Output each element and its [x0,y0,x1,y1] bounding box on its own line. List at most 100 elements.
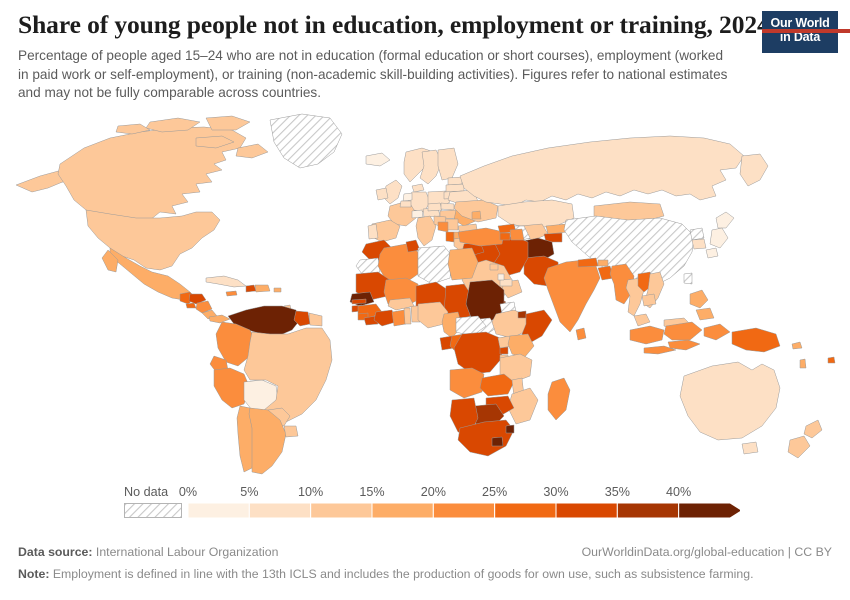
country-netherlands[interactable] [402,192,413,202]
legend-bin[interactable] [371,503,434,518]
country-australia[interactable] [679,361,781,441]
country-ghana[interactable] [391,309,407,327]
legend-bin[interactable] [555,503,618,518]
country-madagascar[interactable] [547,377,571,421]
world-map[interactable] [0,108,850,478]
country-malaysia[interactable] [633,313,651,327]
country-qatar[interactable] [497,273,505,281]
country-italy[interactable] [415,215,437,247]
country-indonesia[interactable] [663,321,703,341]
country-estonia[interactable] [447,176,463,186]
country-democratic-republic-of-congo[interactable] [453,331,503,375]
country-portugal[interactable] [367,223,379,240]
country-australia[interactable] [741,441,759,455]
legend-bin[interactable] [248,503,312,518]
country-finland[interactable] [437,147,459,181]
country-dominican-republic[interactable] [254,284,271,293]
country-denmark[interactable] [411,183,425,193]
country-switzerland[interactable] [411,209,424,219]
country-cambodia[interactable] [641,293,657,307]
source-url[interactable]: OurWorldinData.org/global-education | CC… [581,545,832,559]
country-philippines[interactable] [689,289,709,309]
country-indonesia[interactable] [667,339,701,351]
legend-no-data-swatch[interactable] [124,503,182,518]
country-cuba[interactable] [205,275,247,288]
country-china[interactable] [563,215,695,287]
country-gambia[interactable] [351,298,367,305]
legend-bin[interactable] [188,503,250,518]
country-sri-lanka[interactable] [575,327,587,341]
country-armenia[interactable] [499,232,511,241]
country-kuwait[interactable] [489,263,499,271]
country-japan[interactable] [705,247,719,259]
legend-bin[interactable] [678,503,740,518]
country-philippines[interactable] [695,307,715,321]
country-somalia[interactable] [521,309,553,345]
our-world-in-data-logo[interactable]: Our World in Data [762,11,850,53]
country-greenland[interactable] [269,113,343,169]
country-bosnia-and-herzegovina[interactable] [437,221,449,233]
country-russia[interactable] [459,135,745,207]
country-colombia[interactable] [215,321,257,367]
country-eswatini[interactable] [505,424,515,434]
country-togo[interactable] [403,307,412,325]
country-peru[interactable] [213,367,251,409]
country-fiji[interactable] [827,356,836,364]
country-japan[interactable] [709,227,729,249]
country-papua-new-guinea[interactable] [731,327,781,353]
country-japan[interactable] [715,211,735,229]
country-indonesia[interactable] [629,325,665,345]
country-rwanda[interactable] [499,346,509,355]
country-north-korea[interactable] [689,227,705,241]
country-indonesia[interactable] [643,345,677,355]
legend-bin[interactable] [310,503,373,518]
country-azerbaijan[interactable] [509,228,525,241]
country-nepal[interactable] [577,257,599,268]
country-el-salvador[interactable] [185,302,197,309]
country-taiwan[interactable] [683,272,693,285]
country-slovakia[interactable] [440,202,455,211]
country-india[interactable] [543,259,601,333]
country-new-zealand[interactable] [787,435,811,459]
country-canada[interactable] [205,115,251,131]
country-iceland[interactable] [365,152,391,167]
country-south-korea[interactable] [691,238,707,250]
country-indonesia[interactable] [703,323,731,341]
country-central-african-republic[interactable] [455,315,487,337]
country-zambia[interactable] [479,373,515,397]
country-haiti[interactable] [245,284,257,293]
country-canada[interactable] [115,123,151,135]
country-angola[interactable] [449,367,485,399]
country-moldova[interactable] [471,210,482,220]
country-sweden[interactable] [419,149,443,185]
country-turkey[interactable] [457,227,505,247]
country-albania[interactable] [445,231,455,243]
country-vanuatu[interactable] [799,358,807,369]
country-south-africa[interactable] [457,419,515,457]
country-jamaica[interactable] [225,290,238,297]
country-puerto-rico[interactable] [273,287,282,293]
legend-bin[interactable] [432,503,496,518]
country-myanmar[interactable] [609,263,635,305]
country-djibouti[interactable] [517,310,527,319]
country-uruguay[interactable] [283,425,299,438]
legend-bin[interactable] [494,503,557,518]
country-ireland[interactable] [375,187,389,201]
legend-color-bar[interactable] [188,503,740,518]
country-mexico[interactable] [101,249,119,273]
country-bhutan[interactable] [597,259,609,267]
country-canada[interactable] [195,135,235,149]
country-panama[interactable] [208,314,231,324]
country-argentina[interactable] [248,407,287,475]
country-solomon-islands[interactable] [791,341,803,350]
legend-bin[interactable] [616,503,680,518]
country-libya[interactable] [417,245,453,285]
country-new-zealand[interactable] [803,419,823,439]
country-czechia[interactable] [427,202,443,212]
country-lesotho[interactable] [491,436,504,447]
country-burkina-faso[interactable] [387,297,415,311]
country-ivory-coast[interactable] [373,309,397,327]
country-belgium[interactable] [399,200,412,208]
country-tajikistan[interactable] [543,232,563,243]
country-united-arab-emirates[interactable] [499,278,513,287]
